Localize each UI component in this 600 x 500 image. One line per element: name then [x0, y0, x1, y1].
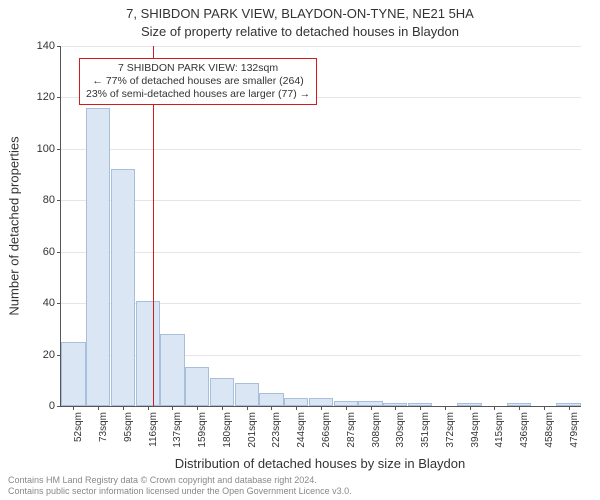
y-tick-mark — [57, 149, 61, 150]
footer-attribution: Contains HM Land Registry data © Crown c… — [8, 475, 352, 496]
x-tick-label: 308sqm — [371, 412, 382, 448]
x-tick-mark — [371, 406, 372, 410]
x-tick-label: 223sqm — [271, 412, 282, 448]
x-tick-label: 394sqm — [470, 412, 481, 448]
y-tick-mark — [57, 303, 61, 304]
y-tick-label: 80 — [43, 194, 55, 206]
y-axis-label: Number of detached properties — [7, 136, 22, 315]
property-size-chart: 7, SHIBDON PARK VIEW, BLAYDON-ON-TYNE, N… — [0, 0, 600, 500]
x-tick-mark — [98, 406, 99, 410]
x-tick-mark — [247, 406, 248, 410]
x-tick-mark — [296, 406, 297, 410]
gridline — [61, 200, 581, 201]
histogram-bar — [86, 108, 110, 406]
gridline — [61, 252, 581, 253]
annotation-box: 7 SHIBDON PARK VIEW: 132sqm← 77% of deta… — [79, 58, 317, 105]
plot-area: 02040608010012014052sqm73sqm95sqm116sqm1… — [60, 46, 581, 407]
x-tick-mark — [197, 406, 198, 410]
x-tick-mark — [544, 406, 545, 410]
x-tick-mark — [420, 406, 421, 410]
x-axis-label: Distribution of detached houses by size … — [60, 456, 580, 471]
x-tick-label: 330sqm — [395, 412, 406, 448]
histogram-bar — [61, 342, 85, 406]
y-tick-mark — [57, 46, 61, 47]
y-tick-mark — [57, 97, 61, 98]
x-tick-mark — [494, 406, 495, 410]
x-tick-label: 95sqm — [123, 412, 134, 442]
x-tick-mark — [271, 406, 272, 410]
x-tick-label: 180sqm — [222, 412, 233, 448]
x-tick-label: 351sqm — [420, 412, 431, 448]
histogram-bar — [235, 383, 259, 406]
x-tick-mark — [470, 406, 471, 410]
y-tick-label: 120 — [37, 91, 55, 103]
x-tick-mark — [148, 406, 149, 410]
annotation-line: ← 77% of detached houses are smaller (26… — [86, 75, 310, 88]
chart-title-main: 7, SHIBDON PARK VIEW, BLAYDON-ON-TYNE, N… — [0, 6, 600, 21]
x-tick-label: 73sqm — [98, 412, 109, 442]
y-tick-label: 20 — [43, 349, 55, 361]
x-tick-label: 415sqm — [494, 412, 505, 448]
x-tick-mark — [321, 406, 322, 410]
x-tick-label: 372sqm — [445, 412, 456, 448]
x-tick-mark — [123, 406, 124, 410]
y-tick-label: 100 — [37, 143, 55, 155]
gridline — [61, 46, 581, 47]
y-tick-mark — [57, 200, 61, 201]
x-tick-mark — [569, 406, 570, 410]
x-tick-label: 116sqm — [148, 412, 159, 447]
histogram-bar — [309, 398, 333, 406]
y-tick-label: 0 — [49, 400, 55, 412]
chart-title-sub: Size of property relative to detached ho… — [0, 24, 600, 39]
y-tick-label: 60 — [43, 246, 55, 258]
x-tick-label: 458sqm — [544, 412, 555, 448]
x-tick-mark — [395, 406, 396, 410]
histogram-bar — [259, 393, 283, 406]
footer-line-2: Contains public sector information licen… — [8, 486, 352, 496]
x-tick-label: 436sqm — [519, 412, 530, 448]
x-tick-label: 201sqm — [247, 412, 258, 448]
histogram-bar — [111, 169, 135, 406]
histogram-bar — [210, 378, 234, 406]
histogram-bar — [284, 398, 308, 406]
x-tick-mark — [445, 406, 446, 410]
x-tick-mark — [519, 406, 520, 410]
y-tick-label: 40 — [43, 297, 55, 309]
x-tick-mark — [222, 406, 223, 410]
x-tick-label: 479sqm — [569, 412, 580, 448]
annotation-line: 7 SHIBDON PARK VIEW: 132sqm — [86, 62, 310, 75]
y-tick-label: 140 — [37, 40, 55, 52]
x-tick-label: 52sqm — [73, 412, 84, 442]
x-tick-label: 244sqm — [296, 412, 307, 448]
annotation-line: 23% of semi-detached houses are larger (… — [86, 88, 310, 101]
x-tick-mark — [346, 406, 347, 410]
y-tick-mark — [57, 252, 61, 253]
x-tick-label: 287sqm — [346, 412, 357, 448]
histogram-bar — [160, 334, 184, 406]
x-tick-label: 159sqm — [197, 412, 208, 448]
histogram-bar — [185, 367, 209, 406]
x-tick-mark — [73, 406, 74, 410]
gridline — [61, 149, 581, 150]
x-tick-mark — [172, 406, 173, 410]
y-tick-mark — [57, 406, 61, 407]
footer-line-1: Contains HM Land Registry data © Crown c… — [8, 475, 352, 485]
histogram-bar — [136, 301, 160, 406]
x-tick-label: 137sqm — [172, 412, 183, 448]
x-tick-label: 266sqm — [321, 412, 332, 448]
